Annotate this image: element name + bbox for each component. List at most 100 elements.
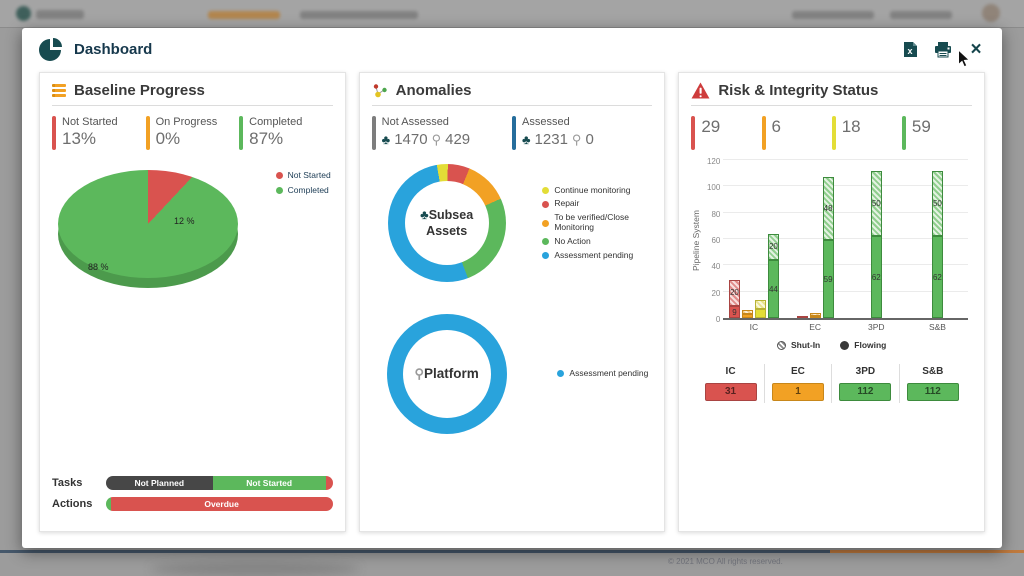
- platform-count: 429: [445, 131, 471, 148]
- printer-icon: [935, 41, 951, 57]
- warning-icon: [691, 82, 710, 99]
- segment-flowing: [796, 316, 808, 318]
- modal-header: Dashboard x: [22, 28, 1002, 70]
- baseline-card-title: Baseline Progress: [74, 82, 205, 99]
- risk-summary-table: IC 31 EC 1 3PD 112 S&B 112: [691, 364, 972, 403]
- tasks-progress-bar[interactable]: Not Planned Not Started: [106, 476, 333, 490]
- stat-text: Assessed ♣ 1231 ⚲ 0: [522, 116, 594, 150]
- pie-legend: Not Started Completed: [275, 170, 333, 296]
- background-app-logo: [16, 6, 31, 21]
- gridline: [723, 159, 969, 160]
- footer-line-orange: [830, 550, 1024, 553]
- y-axis: 0 20 40 60 80 100 120: [703, 157, 723, 324]
- stat-label: Completed: [249, 116, 303, 128]
- stat-value: 6: [771, 117, 781, 136]
- anomalies-card-title: Anomalies: [395, 82, 472, 99]
- segment-flowing: 44: [767, 260, 779, 318]
- legend-shut-in: Shut-In: [776, 340, 820, 350]
- bar-groups: 20 9 20 44 48 59 50 62 50 62: [723, 162, 968, 318]
- segment-value-label: 20: [729, 288, 739, 298]
- legend-item: Continue monitoring: [542, 184, 648, 196]
- pie-surface: [58, 170, 238, 278]
- stat-values: ♣ 1470 ⚲ 429: [382, 131, 470, 148]
- segment-flowing: [809, 316, 821, 318]
- legend-item: Completed: [275, 185, 331, 195]
- stat-text: Not Assessed ♣ 1470 ⚲ 429: [382, 116, 470, 150]
- column-header: 3PD: [855, 366, 876, 377]
- actions-progress-bar[interactable]: Overdue: [106, 497, 333, 511]
- svg-text:x: x: [907, 46, 912, 56]
- background-avatar: [982, 4, 1000, 22]
- stat-assessed: Assessed ♣ 1231 ⚲ 0: [512, 116, 652, 150]
- legend-label: Repair: [554, 198, 580, 209]
- risk-integrity-card: Risk & Integrity Status 29 6 18: [678, 72, 986, 532]
- segment-flowing: [754, 308, 766, 318]
- bar-segment-label: Overdue: [204, 499, 239, 509]
- stat-value: 87%: [249, 129, 284, 148]
- baseline-progress-card: Baseline Progress Not Started 13% On Pro…: [39, 72, 346, 532]
- gridline: [723, 264, 969, 266]
- stat-label: Assessed: [522, 116, 570, 128]
- gridline: [723, 211, 969, 213]
- close-button[interactable]: ×: [966, 39, 986, 59]
- subsea-donut-chart[interactable]: ♣Subsea Assets: [387, 164, 506, 282]
- y-tick-label: 100: [706, 183, 721, 193]
- excel-export-button[interactable]: x: [900, 39, 920, 59]
- bar-IC-yellow: [754, 299, 766, 318]
- stat-color-bar: [831, 116, 836, 150]
- segment-shut-in: [754, 299, 766, 309]
- legend-dot: [557, 370, 565, 378]
- stat-value: 13%: [62, 129, 97, 148]
- platform-donut-chart[interactable]: ⚲Platform: [386, 314, 507, 434]
- legend-label: Assessment pending: [554, 249, 634, 260]
- baseline-pie-chart[interactable]: 12 % 88 %: [56, 164, 246, 296]
- bar-segment: Overdue: [110, 497, 333, 511]
- legend-label: Completed: [287, 185, 329, 195]
- excel-icon: x: [903, 41, 917, 57]
- segment-flowing: 9: [728, 306, 740, 318]
- stat-value: 59: [911, 117, 931, 136]
- legend-item: Not Started: [275, 170, 331, 180]
- background-shadow: [150, 562, 360, 576]
- baseline-card-header: Baseline Progress: [52, 82, 333, 106]
- stat-color-bar: [761, 116, 766, 150]
- legend-label: Not Started: [287, 170, 331, 180]
- table-col-ec: EC 1: [763, 364, 831, 403]
- legend-item: Assessment pending: [542, 249, 648, 261]
- background-nav-blob: [208, 11, 280, 19]
- actions-row: Actions Overdue: [52, 497, 333, 511]
- platform-donut-row: ⚲Platform Assessment pending: [372, 314, 653, 434]
- legend-label: To be verified/Close Monitoring: [554, 212, 629, 232]
- stat-color-bar: [371, 116, 376, 150]
- tasks-label: Tasks: [52, 477, 83, 489]
- print-button[interactable]: [933, 39, 953, 59]
- stat-not-started: Not Started 13%: [52, 116, 146, 150]
- bar-segment-label: Not Planned: [134, 478, 185, 488]
- stat-value: 29: [701, 117, 721, 136]
- stat-color-bar: [512, 116, 517, 150]
- stat-value: 18: [841, 117, 861, 136]
- subsea-donut-label: ♣Subsea Assets: [420, 206, 474, 238]
- mouse-cursor: [958, 49, 971, 68]
- bar-IC-green: 20 44: [767, 233, 779, 318]
- modal-toolbar: x ×: [900, 39, 986, 59]
- legend-item: Repair: [542, 199, 648, 209]
- legend-label: Continue monitoring: [554, 184, 631, 195]
- stat-risk-red: 29: [691, 116, 761, 150]
- bar-IC-orange: [741, 310, 753, 318]
- value-box: 1: [771, 383, 824, 401]
- segment-flowing: [741, 314, 753, 318]
- stat-label: On Progress: [155, 116, 218, 128]
- bar-IC-red: 20 9: [728, 279, 740, 318]
- footer-copyright: © 2021 MCO All rights reserved.: [668, 557, 783, 566]
- segment-value-label: 62: [871, 272, 881, 282]
- bar-segment: Not Started: [212, 476, 326, 490]
- risk-bar-chart[interactable]: Pipeline System 0 20 40 60 80 100 120 20 9 20 44 4…: [691, 157, 972, 324]
- x-axis-label: IC: [749, 322, 759, 332]
- legend-label: Assessment pending: [569, 368, 649, 379]
- subsea-donut-legend: Continue monitoring Repair To be verified/…: [542, 184, 652, 261]
- bar-segment-label: Not Started: [246, 478, 293, 488]
- y-tick-label: 120: [706, 157, 721, 166]
- bar-chart-legend: Shut-In Flowing: [691, 340, 972, 350]
